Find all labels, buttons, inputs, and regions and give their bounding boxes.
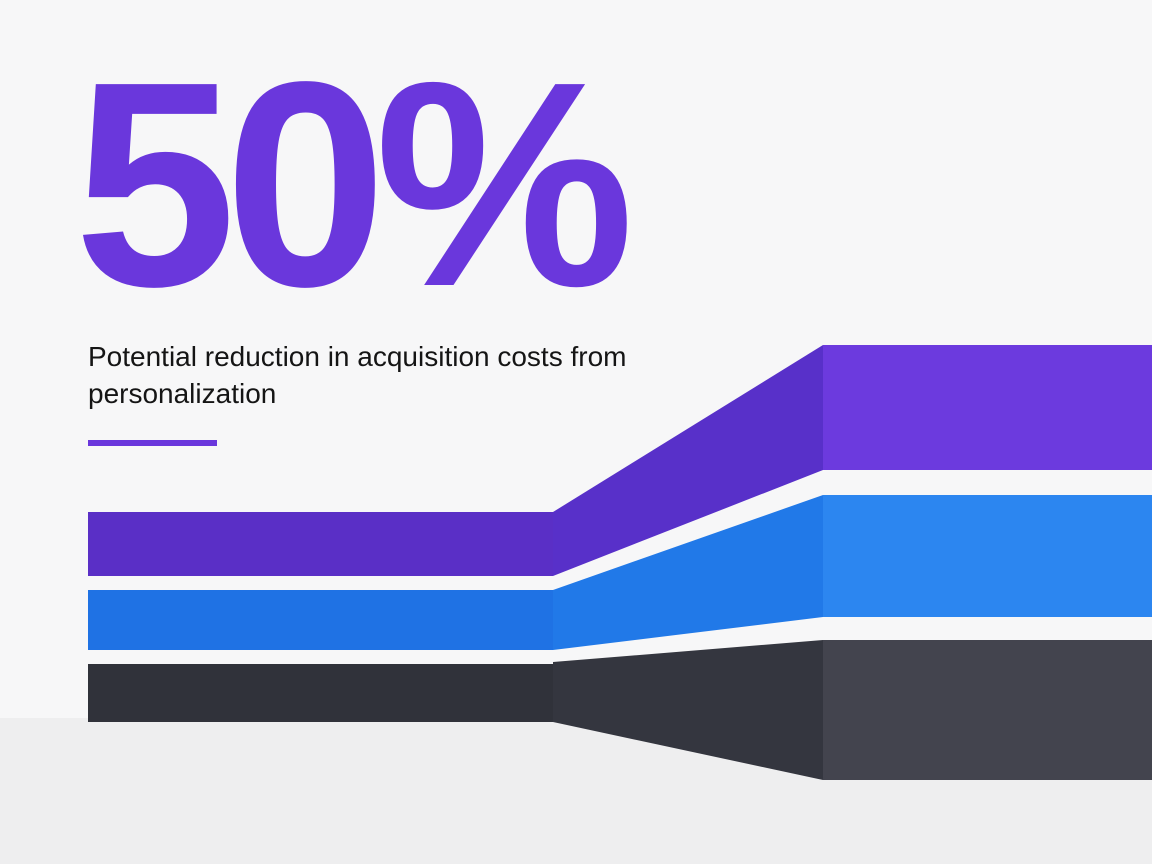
band-blue-left [88, 590, 553, 650]
stat-caption: Potential reduction in acquisition costs… [88, 341, 627, 409]
band-blue-slant [553, 495, 823, 650]
band-purple-slant [553, 345, 823, 576]
band-purple-left [88, 512, 553, 576]
divider [88, 440, 217, 446]
band-blue-right [823, 495, 1152, 617]
band-purple-right [823, 345, 1152, 470]
band-dark-right [823, 640, 1152, 780]
band-dark-slant [553, 640, 823, 780]
band-dark-left [88, 664, 553, 722]
stat-value: 50% [74, 21, 634, 347]
